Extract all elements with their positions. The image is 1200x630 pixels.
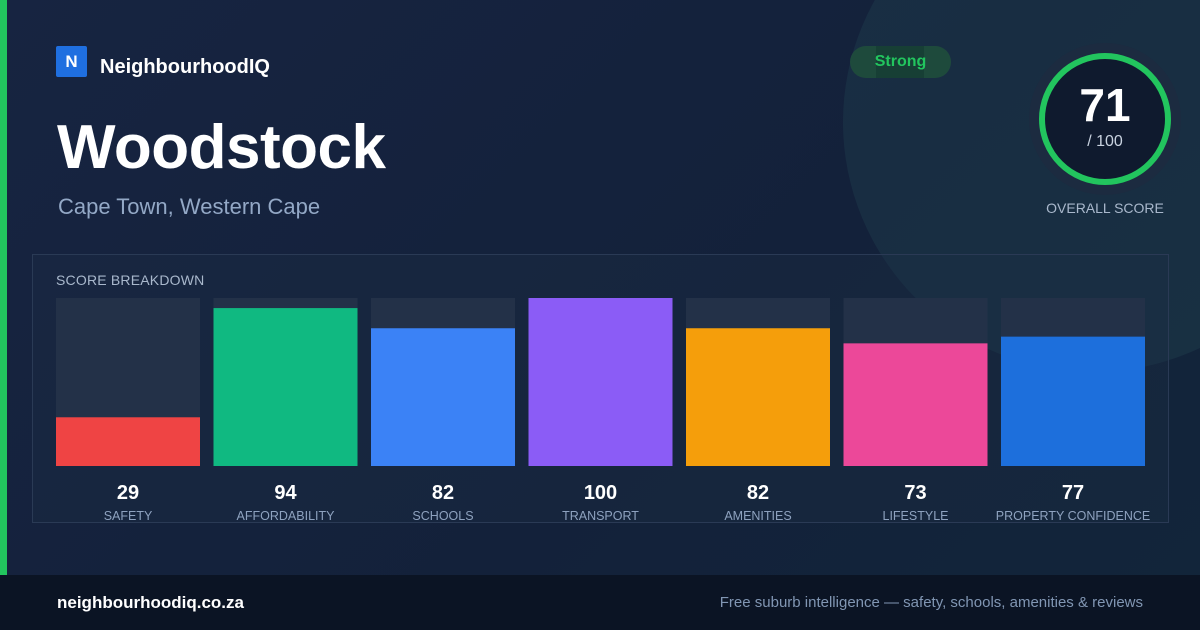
- gauge-ring: [1029, 43, 1181, 195]
- overall-score-gauge: 71 / 100: [1028, 42, 1182, 196]
- bar-category-label: AFFORDABILITY: [237, 509, 336, 523]
- bar-schools: [371, 328, 515, 466]
- bar-value-label: 82: [747, 482, 769, 504]
- bar-amenities: [686, 328, 830, 466]
- rating-badge: Strong: [850, 46, 951, 78]
- bar-value-label: 94: [274, 482, 297, 504]
- brand-name: NeighbourhoodIQ: [100, 56, 270, 78]
- chart-title: SCORE BREAKDOWN: [56, 272, 205, 288]
- suburb-title: Woodstock: [57, 113, 386, 182]
- bar-safety: [56, 417, 200, 466]
- bar-category-label: TRANSPORT: [562, 509, 639, 523]
- bar-property-confidence: [1001, 336, 1145, 466]
- bar-value-label: 77: [1062, 482, 1084, 504]
- gauge-ring-stroke: [1039, 53, 1171, 185]
- overall-score-max: / 100: [1087, 133, 1123, 150]
- accent-bar: [0, 0, 7, 575]
- logo-icon: N: [56, 46, 87, 77]
- bar-category-label: PROPERTY CONFIDENCE: [996, 509, 1150, 523]
- bar-category-label: SCHOOLS: [412, 509, 473, 523]
- footer: [0, 575, 1200, 630]
- bar-category-label: SAFETY: [104, 509, 153, 523]
- suburb-location: Cape Town, Western Cape: [58, 194, 321, 219]
- bar-category-label: LIFESTYLE: [883, 509, 949, 523]
- footer-url[interactable]: neighbourhoodiq.co.za: [57, 593, 244, 612]
- bar-value-label: 29: [117, 482, 139, 504]
- overall-score-label: OVERALL SCORE: [1046, 200, 1164, 216]
- footer-tagline: Free suburb intelligence — safety, schoo…: [719, 594, 1143, 611]
- bar-value-label: 100: [584, 482, 617, 504]
- bar-transport: [528, 298, 673, 466]
- bar-category-label: AMENITIES: [724, 509, 791, 523]
- bar-value-label: 73: [904, 482, 926, 504]
- bar-lifestyle: [843, 343, 988, 466]
- overall-score-value: 71: [1079, 79, 1131, 131]
- bar-value-label: 82: [432, 482, 454, 504]
- bar-affordability: [213, 308, 358, 466]
